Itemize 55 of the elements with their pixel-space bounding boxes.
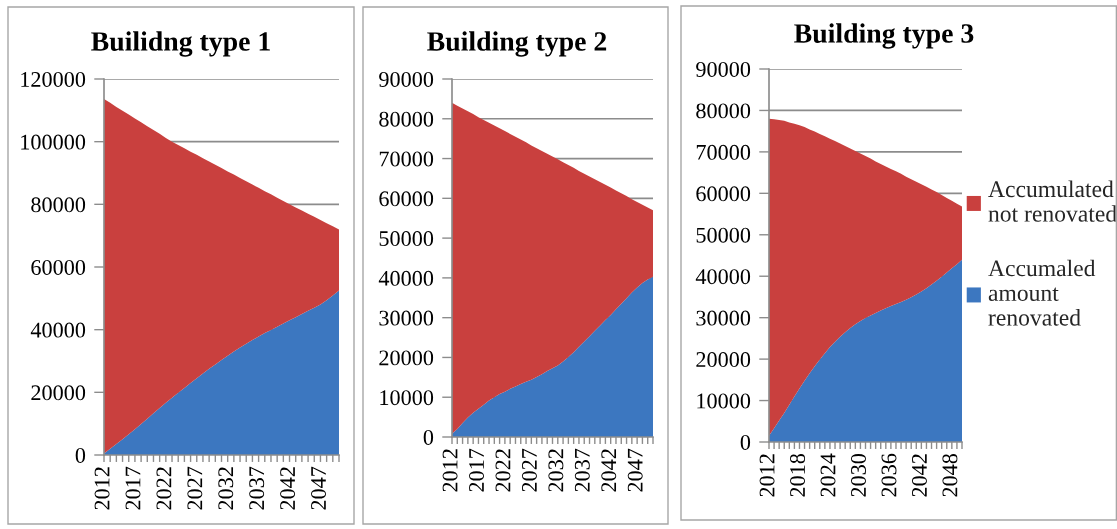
x-tick-label: 2032 bbox=[218, 467, 234, 510]
x-tick-label: 2018 bbox=[790, 453, 806, 497]
y-tick-label: 20000 bbox=[696, 352, 751, 368]
y-tick-label: 60000 bbox=[31, 259, 86, 275]
x-tick-label: 2048 bbox=[942, 453, 958, 497]
x-tick-label: 2017 bbox=[469, 448, 485, 492]
x-tick-label: 2027 bbox=[187, 466, 203, 510]
x-tick-label: 2042 bbox=[280, 467, 296, 510]
x-tick-label: 2047 bbox=[311, 466, 327, 510]
y-tick-label: 80000 bbox=[696, 103, 751, 119]
y-tick-label: 60000 bbox=[379, 191, 434, 207]
x-tick-label: 2024 bbox=[820, 453, 836, 497]
x-tick-label: 2012 bbox=[94, 467, 110, 510]
y-tick-label: 20000 bbox=[31, 385, 86, 401]
x-tick-label: 2030 bbox=[850, 453, 866, 497]
x-tick-label: 2032 bbox=[548, 449, 564, 492]
y-tick-label: 10000 bbox=[697, 393, 751, 409]
legend-label: Accumaled amount renovated bbox=[988, 259, 1096, 326]
x-tick-label: 2037 bbox=[249, 466, 265, 510]
y-tick-label: 20000 bbox=[379, 350, 434, 366]
legend-label: Accumulated not renovated bbox=[988, 180, 1117, 222]
y-tick-label: 50000 bbox=[696, 227, 751, 243]
x-tick-label: 2037 bbox=[574, 448, 590, 492]
chart-title: Building type 2 bbox=[427, 31, 607, 57]
y-tick-label: 10000 bbox=[380, 390, 434, 406]
y-tick-label: 70000 bbox=[379, 151, 434, 167]
x-tick-label: 2017 bbox=[125, 466, 141, 510]
x-tick-label: 2022 bbox=[495, 449, 511, 492]
x-tick-label: 2012 bbox=[442, 449, 458, 492]
x-tick-label: 2036 bbox=[881, 453, 897, 497]
y-tick-label: 90000 bbox=[696, 61, 751, 77]
y-tick-label: 40000 bbox=[695, 269, 751, 285]
y-tick-label: 40000 bbox=[30, 322, 86, 338]
chart-title: Builidng type 1 bbox=[91, 31, 270, 57]
x-tick-label: 2047 bbox=[627, 448, 643, 492]
chart-title: Building type 3 bbox=[794, 23, 974, 49]
y-tick-label: 0 bbox=[423, 429, 434, 445]
y-tick-label: 0 bbox=[75, 447, 86, 463]
y-tick-label: 40000 bbox=[378, 270, 434, 286]
y-tick-label: 70000 bbox=[696, 144, 751, 160]
x-tick-label: 2042 bbox=[911, 454, 927, 497]
x-tick-label: 2022 bbox=[156, 467, 172, 510]
y-tick-label: 90000 bbox=[379, 71, 434, 87]
y-tick-label: 50000 bbox=[379, 231, 434, 247]
x-tick-label: 2027 bbox=[521, 448, 537, 492]
x-tick-label: 2042 bbox=[601, 449, 617, 492]
y-tick-label: 80000 bbox=[31, 197, 86, 213]
y-tick-label: 100000 bbox=[21, 134, 86, 150]
y-tick-label: 80000 bbox=[379, 111, 434, 127]
y-tick-label: 60000 bbox=[696, 186, 751, 202]
y-tick-label: 30000 bbox=[696, 310, 751, 326]
y-tick-label: 30000 bbox=[379, 310, 434, 326]
x-tick-label: 2012 bbox=[759, 454, 775, 497]
y-tick-label: 0 bbox=[740, 434, 751, 450]
y-tick-label: 120000 bbox=[21, 71, 86, 87]
